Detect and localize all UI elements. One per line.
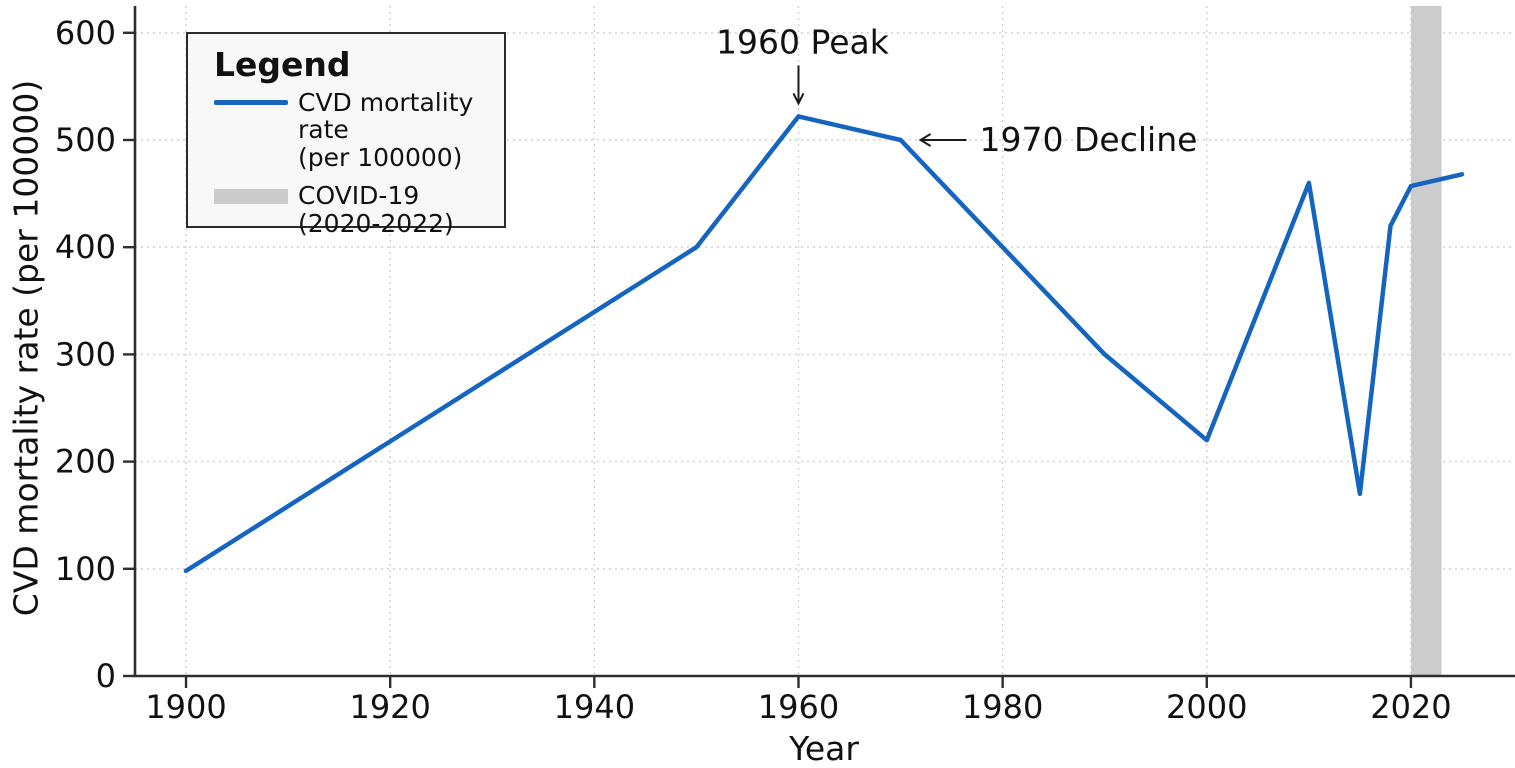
legend-item-label: CVD mortality rate (per 100000) xyxy=(298,89,504,172)
legend-item-label: COVID-19 (2020-2022) xyxy=(298,182,454,237)
cvd-mortality-line xyxy=(183,114,1465,574)
line-swatch-icon xyxy=(214,99,288,105)
x-tick-label: 1960 xyxy=(758,688,839,726)
legend-line-swatch-col xyxy=(214,89,288,105)
x-tick-label: 1900 xyxy=(145,688,226,726)
band-swatch-icon xyxy=(214,189,288,205)
legend-item-cvd: CVD mortality rate (per 100000) xyxy=(214,89,504,172)
y-tick-label: 300 xyxy=(55,335,116,373)
y-tick-label: 200 xyxy=(55,443,116,481)
x-axis-label: Year xyxy=(789,729,859,768)
y-tick-label: 600 xyxy=(55,14,116,52)
legend-covid-line1: COVID-19 xyxy=(298,181,420,211)
legend-band-swatch-col xyxy=(214,182,288,205)
legend-covid-line2: (2020-2022) xyxy=(298,208,454,238)
y-tick-label: 400 xyxy=(55,228,116,266)
x-tick-label: 1940 xyxy=(554,688,635,726)
legend-item-covid: COVID-19 (2020-2022) xyxy=(214,182,504,237)
legend-title: Legend xyxy=(214,45,351,84)
y-tick-label: 500 xyxy=(55,121,116,159)
annotation-text: 1960 Peak xyxy=(716,22,890,61)
legend-cvd-line1: CVD mortality rate xyxy=(298,87,474,145)
x-tick-label: 2000 xyxy=(1166,688,1247,726)
x-tick-label: 2020 xyxy=(1370,688,1451,726)
annotation-arrowhead xyxy=(792,92,805,106)
covid-band xyxy=(1410,6,1442,676)
annotation-arrowhead xyxy=(918,133,932,147)
y-axis-label: CVD mortality rate (per 100000) xyxy=(6,79,46,617)
legend-cvd-line2: (per 100000) xyxy=(298,142,463,172)
annotation-text: 1970 Decline xyxy=(980,120,1198,159)
legend: Legend CVD mortality rate (per 100000) C… xyxy=(186,32,506,237)
x-tick-label: 1920 xyxy=(349,688,430,726)
y-tick-label: 0 xyxy=(96,657,116,695)
x-tick-label: 1980 xyxy=(962,688,1043,726)
y-tick-label: 100 xyxy=(55,550,116,588)
